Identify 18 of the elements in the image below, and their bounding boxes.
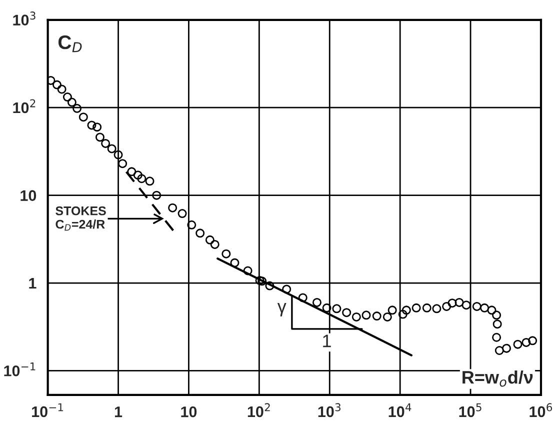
x-tick-label: 10$^{2}$ <box>248 403 270 418</box>
y-tick-label: 10$^{2}$ <box>13 99 36 114</box>
y-tick-label: 10$^{−1}$ <box>4 362 36 376</box>
y-tick-label: 1 <box>29 278 36 289</box>
x-tick-label: 10$^{3}$ <box>318 403 340 418</box>
x-tick-label: 1 <box>114 406 122 418</box>
y-tick-label: 10$^{3}$ <box>13 12 36 26</box>
y-tick-label: 10 <box>20 190 36 202</box>
x-tick-label: 10 <box>181 406 197 418</box>
x-tick-label: 10$^{−1}$ <box>32 403 64 418</box>
annotation: 1 <box>323 334 331 348</box>
x-tick-label: 10$^{4}$ <box>388 403 412 418</box>
annotation: STOKES C$_{D}$=24/R <box>56 206 106 231</box>
x-tick-label: 10$^{6}$ <box>530 403 552 418</box>
annotation: γ <box>277 303 286 316</box>
y-axis-title: C$_{D}$ <box>58 35 82 52</box>
x-axis-title: R=w$_{o}$d/ν <box>462 370 533 387</box>
x-tick-label: 10$^{5}$ <box>459 403 482 418</box>
